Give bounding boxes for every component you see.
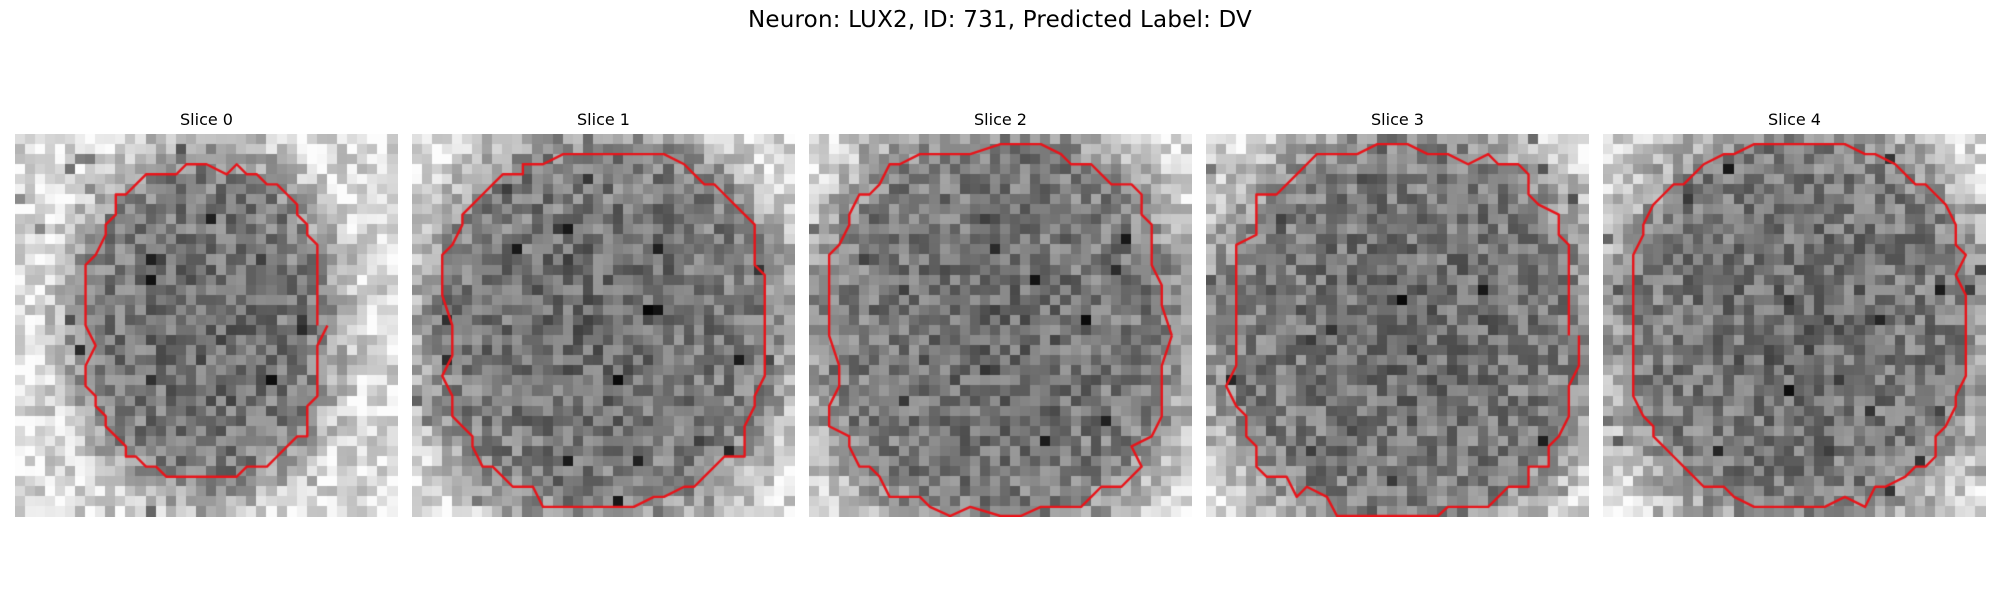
slice-title-0: Slice 0 <box>180 110 233 129</box>
slice-image-1 <box>412 134 795 517</box>
slice-image-4 <box>1603 134 1986 517</box>
slice-panel-4: Slice 4 <box>1603 0 1986 600</box>
slice-panel-3: Slice 3 <box>1206 0 1589 600</box>
slice-title-4: Slice 4 <box>1768 110 1821 129</box>
slice-title-2: Slice 2 <box>974 110 1027 129</box>
slice-panel-1: Slice 1 <box>412 0 795 600</box>
slice-panel-2: Slice 2 <box>809 0 1192 600</box>
slice-panel-0: Slice 0 <box>15 0 398 600</box>
slice-title-1: Slice 1 <box>577 110 630 129</box>
slice-image-3 <box>1206 134 1589 517</box>
slice-image-0 <box>15 134 398 517</box>
slice-title-3: Slice 3 <box>1371 110 1424 129</box>
figure-title: Neuron: LUX2, ID: 731, Predicted Label: … <box>747 7 1252 33</box>
slice-image-2 <box>809 134 1192 517</box>
